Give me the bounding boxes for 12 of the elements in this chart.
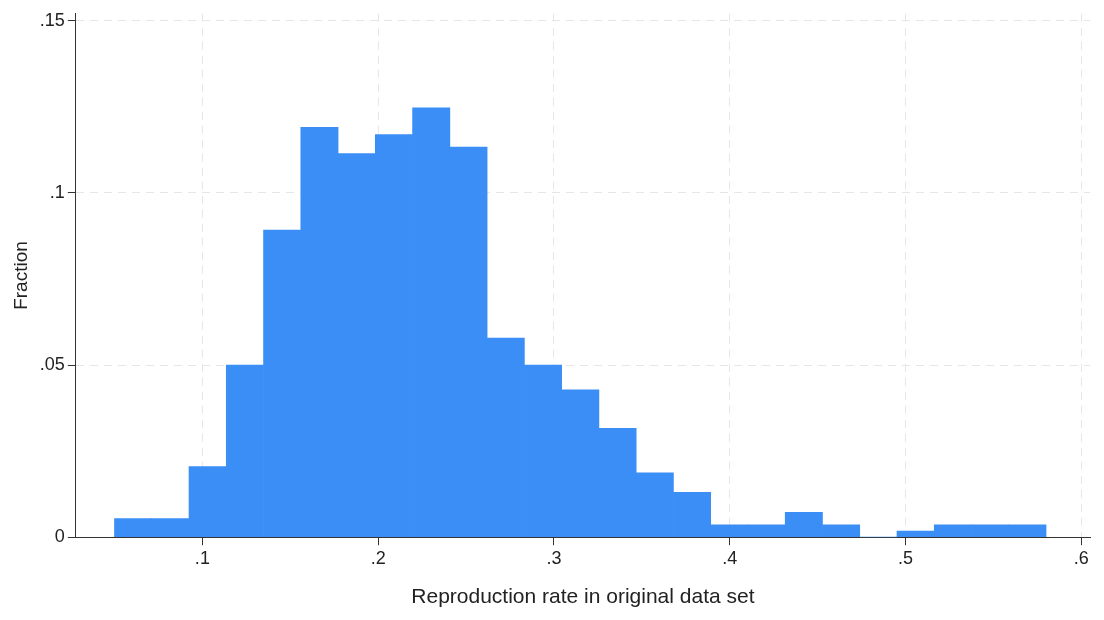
y-tick-label: .05 bbox=[39, 354, 65, 374]
x-tick-label: .6 bbox=[1073, 547, 1089, 568]
y-axis-title: Fraction bbox=[9, 241, 31, 310]
y-tick-label: .15 bbox=[39, 9, 65, 30]
x-tick-label: .2 bbox=[370, 547, 386, 568]
x-tick-label: .4 bbox=[722, 547, 738, 568]
y-tick-label: .1 bbox=[49, 181, 65, 202]
x-axis-title: Reproduction rate in original data set bbox=[411, 584, 755, 608]
x-tick-label: .5 bbox=[897, 547, 913, 568]
x-tick-label: .3 bbox=[546, 547, 562, 568]
y-tick-label: 0 bbox=[54, 526, 65, 547]
x-tick-label: .1 bbox=[194, 547, 210, 568]
